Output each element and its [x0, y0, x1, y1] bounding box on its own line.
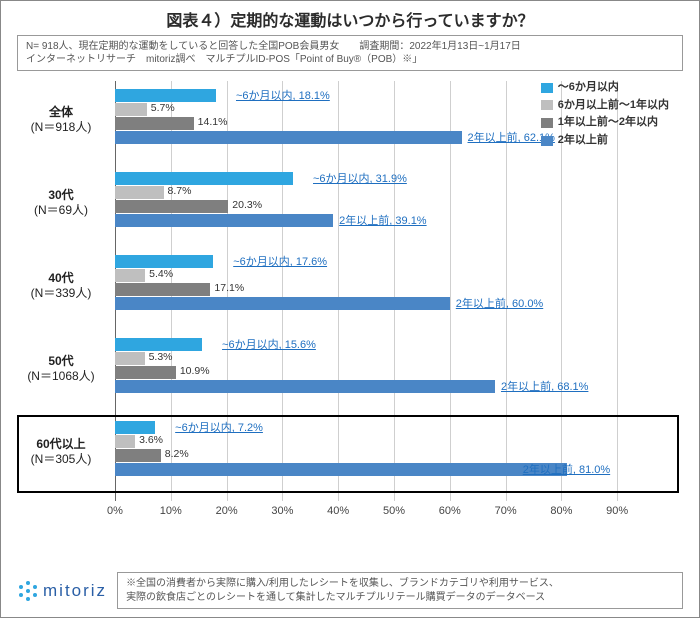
- x-tick-label: 80%: [550, 505, 572, 517]
- chart-title: 図表４）定期的な運動はいつから行っていますか？: [1, 1, 699, 35]
- subtitle-line2: インターネットリサーチ mitoriz調べ マルチプルID-POS「Point …: [26, 53, 674, 66]
- legend-label-1: ～6か月以内: [558, 79, 619, 97]
- footnote-box: ※全国の消費者から実際に購入/利用したレシートを収集し、ブランドカテゴリや利用サ…: [117, 572, 683, 609]
- swatch-2: [541, 100, 553, 110]
- bar: [115, 297, 450, 310]
- bar: [115, 283, 210, 296]
- logo: mitoriz: [17, 580, 107, 602]
- bar: [115, 421, 155, 434]
- legend-label-2: 6か月以上前～1年以内: [558, 97, 669, 115]
- x-tick-label: 40%: [327, 505, 349, 517]
- bar: [115, 435, 135, 448]
- legend-item-2: 6か月以上前～1年以内: [541, 97, 669, 115]
- callout-6mo: ~6か月以内, 7.2%: [175, 419, 263, 435]
- bar-group: 30代(N＝69人)~6か月以内, 31.9%8.7%20.3%2年以上前, 3…: [115, 172, 673, 250]
- bar: [115, 172, 293, 185]
- group-label: 30代(N＝69人): [11, 188, 111, 218]
- callout-6mo: ~6か月以内, 18.1%: [236, 87, 330, 103]
- bar: [115, 449, 161, 462]
- bar-label: 5.3%: [149, 351, 173, 363]
- x-tick-label: 90%: [606, 505, 628, 517]
- bar-label: 8.7%: [168, 185, 192, 197]
- bar-label: 10.9%: [180, 365, 210, 377]
- bar: [115, 131, 462, 144]
- bar: [115, 269, 145, 282]
- bar-label: 14.1%: [198, 116, 228, 128]
- bar: [115, 103, 147, 116]
- callout-6mo: ~6か月以内, 15.6%: [222, 336, 316, 352]
- legend-label-4: 2年以上前: [558, 132, 608, 150]
- footnote-line2: 実際の飲食店ごとのレシートを通して集計したマルチプルリテール購買データのデータベ…: [126, 591, 674, 605]
- subtitle-line1: N= 918人、現在定期的な運動をしていると回答した全国POB会員男女 調査期間…: [26, 40, 674, 53]
- callout-6mo: ~6か月以内, 31.9%: [313, 170, 407, 186]
- logo-icon: [17, 580, 39, 602]
- legend-item-3: 1年以上前～2年以内: [541, 114, 669, 132]
- x-tick-label: 10%: [160, 505, 182, 517]
- subtitle-box: N= 918人、現在定期的な運動をしていると回答した全国POB会員男女 調査期間…: [17, 35, 683, 71]
- bar-group: 60代以上(N＝305人)~6か月以内, 7.2%3.6%8.2%2年以上前, …: [115, 421, 673, 499]
- bar-label: 20.3%: [232, 199, 262, 211]
- legend: ～6か月以内 6か月以上前～1年以内 1年以上前～2年以内 2年以上前: [541, 79, 669, 149]
- bar-label: 17.1%: [214, 282, 244, 294]
- bar: [115, 89, 216, 102]
- bar: [115, 214, 333, 227]
- bar: [115, 186, 164, 199]
- callout-2yr: 2年以上前, 68.1%: [501, 378, 588, 394]
- callout-6mo: ~6か月以内, 17.6%: [233, 253, 327, 269]
- bar: [115, 255, 213, 268]
- swatch-4: [541, 136, 553, 146]
- bar: [115, 117, 194, 130]
- legend-label-3: 1年以上前～2年以内: [558, 114, 658, 132]
- x-tick-label: 70%: [495, 505, 517, 517]
- footnote-line1: ※全国の消費者から実際に購入/利用したレシートを収集し、ブランドカテゴリや利用サ…: [126, 577, 674, 591]
- bar: [115, 352, 145, 365]
- legend-item-4: 2年以上前: [541, 132, 669, 150]
- bar: [115, 200, 228, 213]
- bar-label: 3.6%: [139, 434, 163, 446]
- bar-label: 8.2%: [165, 448, 189, 460]
- bar: [115, 380, 495, 393]
- bar: [115, 338, 202, 351]
- x-tick-label: 30%: [271, 505, 293, 517]
- logo-text: mitoriz: [43, 581, 107, 601]
- group-label: 40代(N＝339人): [11, 271, 111, 301]
- swatch-3: [541, 118, 553, 128]
- group-label: 全体(N＝918人): [11, 105, 111, 135]
- callout-2yr: 2年以上前, 81.0%: [523, 461, 610, 477]
- x-axis-labels: 0%10%20%30%40%50%60%70%80%90%: [115, 505, 673, 519]
- x-tick-label: 0%: [107, 505, 123, 517]
- callout-2yr: 2年以上前, 60.0%: [456, 295, 543, 311]
- legend-item-1: ～6か月以内: [541, 79, 669, 97]
- bar-group: 40代(N＝339人)~6か月以内, 17.6%5.4%17.1%2年以上前, …: [115, 255, 673, 333]
- x-tick-label: 20%: [216, 505, 238, 517]
- bar: [115, 463, 567, 476]
- callout-2yr: 2年以上前, 39.1%: [339, 212, 426, 228]
- bar-label: 5.7%: [151, 102, 175, 114]
- bar: [115, 366, 176, 379]
- swatch-1: [541, 83, 553, 93]
- footer: mitoriz ※全国の消費者から実際に購入/利用したレシートを収集し、ブランド…: [17, 572, 683, 609]
- group-label: 50代(N＝1068人): [11, 354, 111, 384]
- bar-label: 5.4%: [149, 268, 173, 280]
- bar-group: 50代(N＝1068人)~6か月以内, 15.6%5.3%10.9%2年以上前,…: [115, 338, 673, 416]
- chart-area: 全体(N＝918人)~6か月以内, 18.1%5.7%14.1%2年以上前, 6…: [17, 75, 683, 533]
- group-label: 60代以上(N＝305人): [11, 437, 111, 467]
- x-tick-label: 60%: [439, 505, 461, 517]
- x-tick-label: 50%: [383, 505, 405, 517]
